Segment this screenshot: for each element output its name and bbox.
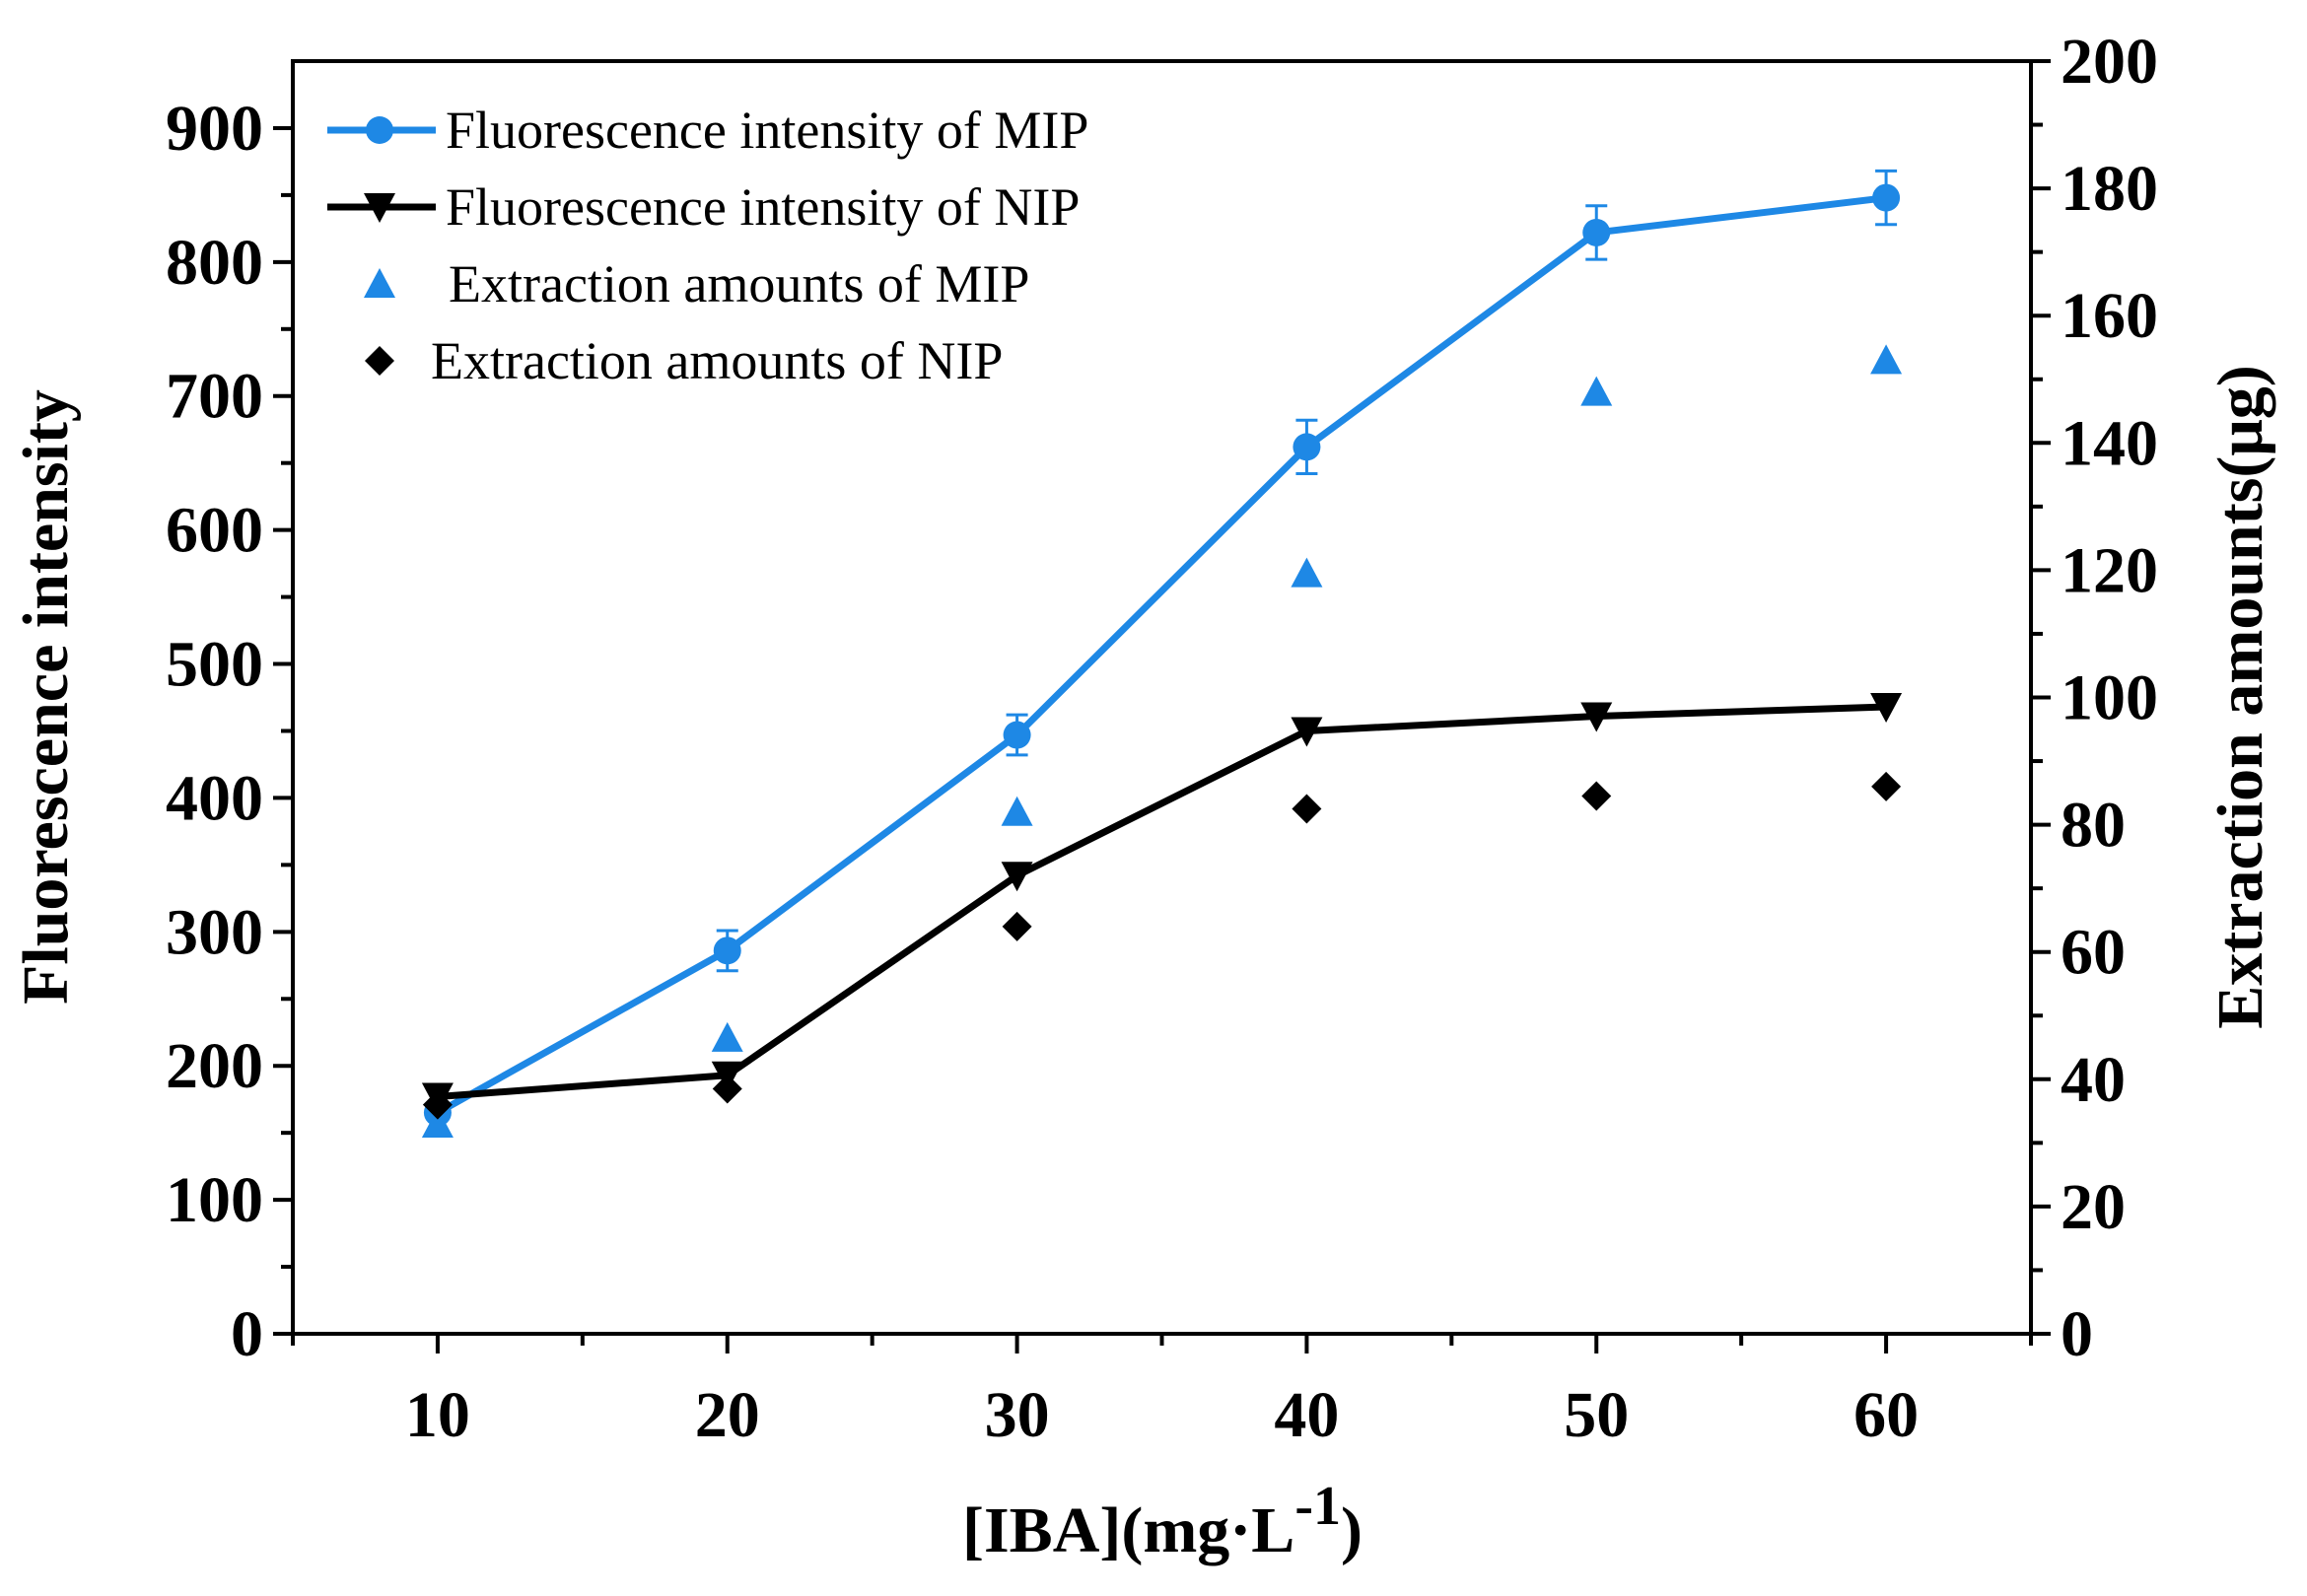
legend-marker [364, 268, 395, 298]
x-tick-label: 20 [695, 1379, 760, 1451]
y-right-tick-label: 100 [2061, 662, 2158, 734]
x-tick-label: 50 [1564, 1379, 1629, 1451]
legend-marker [364, 193, 395, 223]
y-right-tick-label: 160 [2061, 280, 2158, 352]
y-right-tick-label: 40 [2061, 1044, 2126, 1116]
y-right-tick-label: 140 [2061, 407, 2158, 479]
x-axis-title-close: ) [1341, 1494, 1363, 1566]
y-right-tick-label: 200 [2061, 26, 2158, 98]
data-point [1001, 796, 1033, 826]
series-4 [422, 771, 1902, 1120]
data-point [1002, 911, 1032, 941]
series-1 [423, 169, 1901, 1127]
y-left-tick-label: 700 [166, 361, 263, 433]
y-left-tick-label: 400 [166, 762, 263, 834]
legend-item-4: Extraction amounts of NIP [365, 331, 1003, 390]
data-point [712, 1074, 742, 1104]
y-left-tick-label: 300 [166, 896, 263, 968]
legend-label: Extraction amounts of NIP [431, 331, 1003, 390]
series-3 [421, 344, 1903, 1138]
data-point [1293, 433, 1321, 461]
data-point [1871, 771, 1902, 801]
data-point [421, 1107, 454, 1138]
data-point [1003, 721, 1031, 749]
data-point [1291, 717, 1323, 747]
x-axis-title: [IBA](mg·L-1) [962, 1476, 1363, 1566]
y-axis-right-title: Extraction amounts(μg) [2204, 365, 2276, 1029]
y-right-tick-label: 20 [2061, 1171, 2126, 1243]
legend-item-2: Fluorescence intensity of NIP [327, 177, 1080, 237]
data-point [711, 1021, 743, 1052]
y-right-tick-label: 0 [2061, 1298, 2093, 1370]
data-point [1582, 218, 1611, 246]
legend: Fluorescence intensity of MIP Fluorescenc… [327, 101, 1088, 390]
series-line [436, 194, 1887, 1116]
legend-marker [365, 346, 394, 376]
y-right-tick-label: 120 [2061, 534, 2158, 606]
legend-marker [366, 116, 393, 144]
data-point [422, 1089, 453, 1120]
y-right-tick-label: 60 [2061, 917, 2126, 989]
data-point [1580, 702, 1613, 732]
series-line [437, 703, 1887, 1100]
x-tick-label: 30 [985, 1379, 1050, 1451]
data-point [713, 937, 741, 965]
data-point [1872, 183, 1901, 212]
data-point [1292, 794, 1322, 824]
y-left-tick-label: 100 [166, 1164, 263, 1236]
series-2 [421, 693, 1903, 1113]
series-layer [421, 169, 1903, 1138]
y-axis-left-title: Fluorescence intensity [10, 389, 82, 1005]
x-axis-title-sup: -1 [1294, 1476, 1341, 1537]
data-point [1581, 781, 1612, 811]
x-tick-label: 40 [1274, 1379, 1339, 1451]
x-tick-label: 10 [405, 1379, 470, 1451]
y-right-tick-label: 180 [2061, 153, 2158, 225]
legend-label: Extraction amounts of MIP [449, 254, 1029, 313]
data-point [1870, 693, 1903, 724]
y-left-tick-label: 800 [166, 227, 263, 299]
y-right-tick-label: 80 [2061, 790, 2126, 862]
x-axis-title-main: [IBA](mg·L [962, 1494, 1294, 1566]
plot-frame [291, 59, 2033, 1336]
legend-item-1: Fluorescence intensity of MIP [327, 101, 1088, 160]
y-left-tick-label: 900 [166, 93, 263, 165]
y-left-tick-label: 0 [231, 1298, 263, 1370]
y-left-tick-label: 500 [166, 629, 263, 701]
axis-ticks: 10 20 30 40 50 600100200300400500600700800900… [166, 26, 2158, 1451]
legend-label: Fluorescence intensity of MIP [446, 101, 1088, 160]
data-point [1001, 862, 1033, 892]
data-point [1580, 376, 1613, 406]
y-left-tick-label: 600 [166, 495, 263, 567]
data-point [1291, 557, 1323, 588]
data-point [1870, 344, 1903, 375]
legend-label: Fluorescence intensity of NIP [446, 177, 1080, 237]
y-left-tick-label: 200 [166, 1030, 263, 1102]
x-tick-label: 60 [1853, 1379, 1919, 1451]
legend-item-3: Extraction amounts of MIP [364, 254, 1029, 313]
